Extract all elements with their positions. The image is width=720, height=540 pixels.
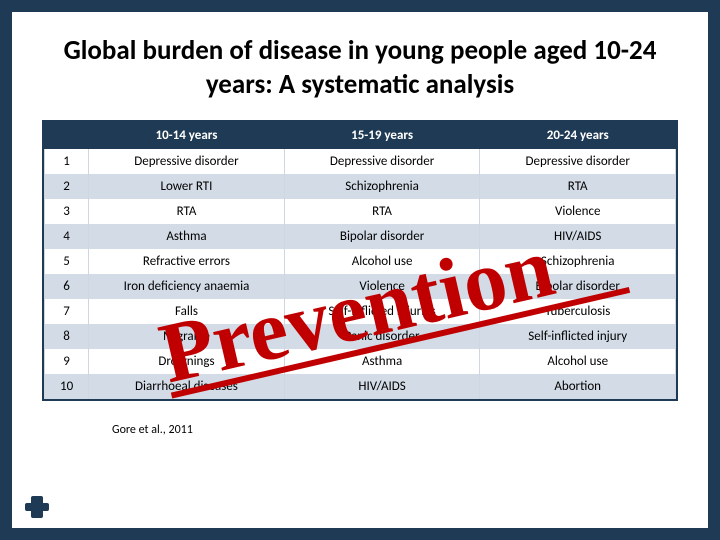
cell-20-24: Depressive disorder [480,148,676,174]
slide-frame: Global burden of disease in young people… [0,0,720,540]
cell-10-14: Diarrhoeal diseases [89,374,285,399]
cell-rank: 10 [45,374,89,399]
nahic-logo: NAHIC [22,490,117,524]
citation: Gore et al., 2011 [112,423,678,437]
col-header-15-19: 15-19 years [284,122,480,148]
cell-10-14: Falls [89,299,285,324]
cell-rank: 3 [45,199,89,224]
cell-rank: 9 [45,349,89,374]
logo-text: NAHIC [58,495,117,519]
col-header-20-24: 20-24 years [480,122,676,148]
cell-10-14: Refractive errors [89,249,285,274]
cell-15-19: HIV/AIDS [284,374,480,399]
cell-20-24: Tuberculosis [480,299,676,324]
table-row: 7 Falls Self-inflicted injuries Tubercul… [45,299,676,324]
cell-15-19: Self-inflicted injuries [284,299,480,324]
table-row: 4 Asthma Bipolar disorder HIV/AIDS [45,224,676,249]
cell-20-24: Alcohol use [480,349,676,374]
cell-rank: 1 [45,148,89,174]
burden-table: 10-14 years 15-19 years 20-24 years 1 De… [44,122,676,399]
table-body: 1 Depressive disorder Depressive disorde… [45,148,676,399]
cell-rank: 6 [45,274,89,299]
page-title: Global burden of disease in young people… [42,34,678,102]
cell-10-14: Lower RTI [89,174,285,199]
slide-inner: Global burden of disease in young people… [12,12,708,528]
cell-rank: 8 [45,324,89,349]
cell-10-14: RTA [89,199,285,224]
cell-rank: 4 [45,224,89,249]
table-row: 6 Iron deficiency anaemia Violence Bipol… [45,274,676,299]
table-wrap: 10-14 years 15-19 years 20-24 years 1 De… [42,120,678,401]
cell-15-19: Asthma [284,349,480,374]
table-row: 9 Drownings Asthma Alcohol use [45,349,676,374]
cell-20-24: Violence [480,199,676,224]
table-row: 2 Lower RTI Schizophrenia RTA [45,174,676,199]
logo-mark-icon [22,492,52,522]
cell-15-19: Violence [284,274,480,299]
cell-15-19: Depressive disorder [284,148,480,174]
cell-rank: 5 [45,249,89,274]
cell-10-14: Migraine [89,324,285,349]
cell-10-14: Drownings [89,349,285,374]
col-header-rank [45,122,89,148]
cell-rank: 2 [45,174,89,199]
table-header-row: 10-14 years 15-19 years 20-24 years [45,122,676,148]
cell-15-19: Bipolar disorder [284,224,480,249]
col-header-10-14: 10-14 years [89,122,285,148]
table-row: 5 Refractive errors Alcohol use Schizoph… [45,249,676,274]
cell-15-19: RTA [284,199,480,224]
cell-20-24: RTA [480,174,676,199]
cell-20-24: HIV/AIDS [480,224,676,249]
cell-10-14: Asthma [89,224,285,249]
cell-15-19: Schizophrenia [284,174,480,199]
cell-20-24: Bipolar disorder [480,274,676,299]
cell-10-14: Depressive disorder [89,148,285,174]
cell-15-19: Panic disorder [284,324,480,349]
cell-15-19: Alcohol use [284,249,480,274]
cell-20-24: Abortion [480,374,676,399]
cell-20-24: Schizophrenia [480,249,676,274]
cell-20-24: Self-inflicted injury [480,324,676,349]
table-row: 10 Diarrhoeal diseases HIV/AIDS Abortion [45,374,676,399]
table-row: 8 Migraine Panic disorder Self-inflicted… [45,324,676,349]
cell-rank: 7 [45,299,89,324]
cell-10-14: Iron deficiency anaemia [89,274,285,299]
table-row: 1 Depressive disorder Depressive disorde… [45,148,676,174]
table-row: 3 RTA RTA Violence [45,199,676,224]
